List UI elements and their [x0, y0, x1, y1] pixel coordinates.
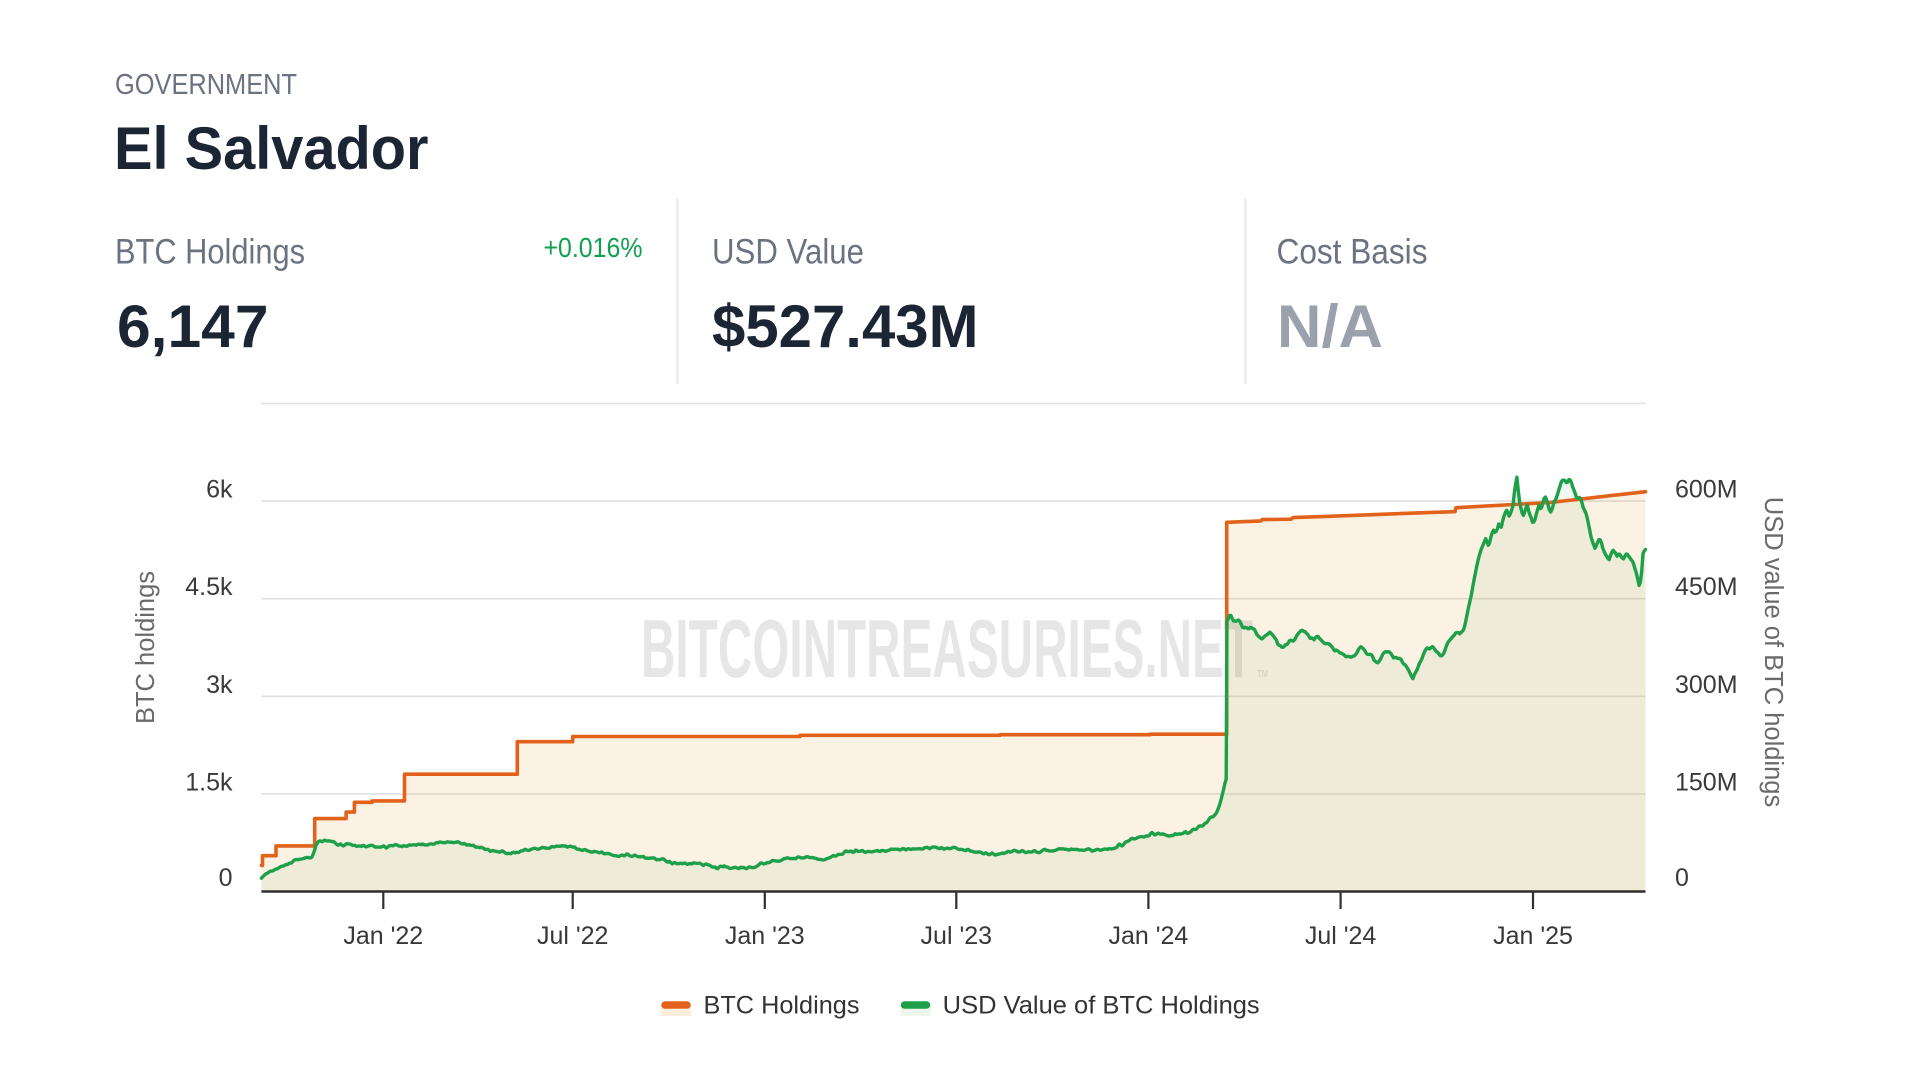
- svg-text:USD Value of BTC Holdings: USD Value of BTC Holdings: [943, 992, 1260, 1020]
- svg-text:6k: 6k: [206, 476, 233, 504]
- svg-text:TM: TM: [1257, 668, 1268, 680]
- svg-text:$527.43M: $527.43M: [712, 292, 979, 360]
- svg-text:El Salvador: El Salvador: [114, 114, 429, 182]
- svg-text:USD Value: USD Value: [712, 232, 864, 272]
- svg-text:150M: 150M: [1675, 768, 1738, 796]
- svg-text:600M: 600M: [1675, 476, 1738, 504]
- svg-text:4.5k: 4.5k: [185, 573, 233, 601]
- svg-text:0: 0: [219, 864, 233, 892]
- svg-text:Jul '22: Jul '22: [537, 922, 608, 950]
- svg-text:1.5k: 1.5k: [185, 768, 233, 796]
- svg-text:Jan '24: Jan '24: [1108, 922, 1188, 950]
- svg-text:GOVERNMENT: GOVERNMENT: [115, 69, 297, 101]
- svg-text:300M: 300M: [1675, 671, 1738, 699]
- svg-text:BITCOINTREASURIES.NET: BITCOINTREASURIES.NET: [641, 602, 1253, 695]
- svg-text:Jan '25: Jan '25: [1493, 922, 1573, 950]
- svg-text:Cost Basis: Cost Basis: [1277, 232, 1428, 272]
- svg-text:0: 0: [1675, 864, 1689, 892]
- svg-text:6,147: 6,147: [117, 292, 269, 360]
- svg-text:USD value of BTC holdings: USD value of BTC holdings: [1759, 497, 1787, 807]
- svg-text:+0.016%: +0.016%: [544, 232, 643, 263]
- svg-text:BTC Holdings: BTC Holdings: [704, 992, 860, 1020]
- svg-text:450M: 450M: [1675, 573, 1738, 601]
- svg-text:Jan '22: Jan '22: [343, 922, 423, 950]
- svg-text:BTC holdings: BTC holdings: [132, 571, 160, 724]
- svg-text:Jul '24: Jul '24: [1305, 922, 1377, 950]
- svg-text:Jan '23: Jan '23: [725, 922, 805, 950]
- svg-text:N/A: N/A: [1277, 292, 1383, 360]
- svg-text:3k: 3k: [206, 671, 233, 699]
- svg-text:Jul '23: Jul '23: [921, 922, 992, 950]
- svg-text:BTC Holdings: BTC Holdings: [115, 232, 305, 272]
